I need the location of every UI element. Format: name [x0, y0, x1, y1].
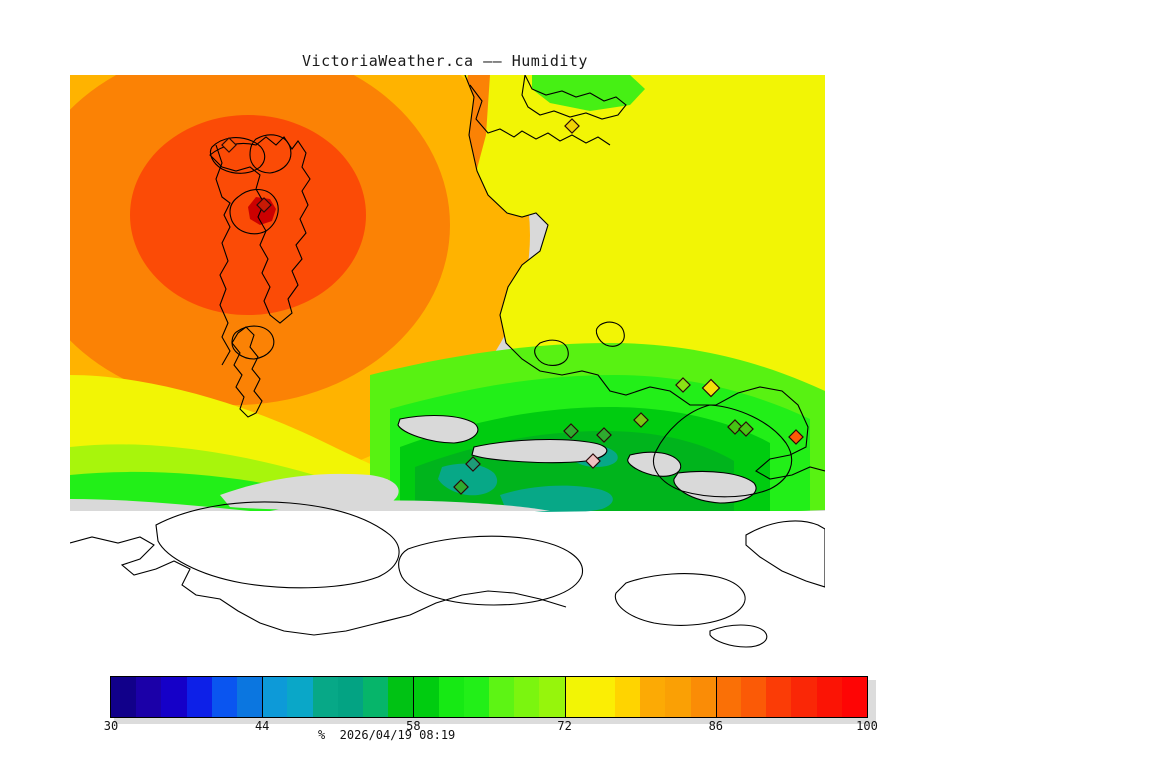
- colorbar-segment-23: [690, 677, 716, 717]
- island-lower-left: [155, 501, 400, 589]
- colorbar-segment-4: [211, 677, 238, 717]
- island-small-north: [534, 339, 569, 366]
- colorbar-label-44: 44: [254, 719, 270, 733]
- station-marker[interactable]: [788, 429, 804, 445]
- colorbar-segment-1: [136, 677, 162, 717]
- island-lower-mid: [398, 535, 584, 606]
- coastline-mainland-east: [464, 75, 825, 480]
- colorbar-segment-17: [539, 677, 565, 717]
- band-93-97: [130, 115, 366, 315]
- station-marker[interactable]: [738, 421, 754, 437]
- colorbar-segment-2: [161, 677, 187, 717]
- colorbar-segment-8: [312, 677, 338, 717]
- station-marker[interactable]: [465, 456, 481, 472]
- island-harbour: [627, 451, 682, 477]
- island-lower-tiny: [709, 624, 768, 648]
- colorbar-segment-18: [564, 677, 590, 717]
- station-marker[interactable]: [727, 419, 743, 435]
- coastline-northwest-strip: [215, 144, 231, 366]
- colorbar-segment-25: [741, 677, 767, 717]
- station-marker[interactable]: [564, 118, 580, 134]
- colorbar-segment-19: [589, 677, 616, 717]
- coastline-northwest-peninsula: [209, 136, 311, 324]
- island-nw-small: [209, 137, 266, 174]
- colorbar-segment-13: [438, 677, 464, 717]
- coastline-lower-far-right: [745, 520, 825, 588]
- station-marker[interactable]: [453, 479, 469, 495]
- page-title: VictoriaWeather.ca —— Humidity: [302, 52, 588, 70]
- colorbar-segment-16: [514, 677, 540, 717]
- southern-land-mask: [70, 415, 757, 511]
- band-58-62-pocket-west: [438, 463, 498, 496]
- coastline-south-lower: [70, 536, 567, 636]
- island-lower-right: [614, 573, 746, 626]
- colorbar-segment-5: [237, 677, 263, 717]
- colorbar-label-30: 30: [103, 719, 119, 733]
- colorbar-segment-27: [791, 677, 817, 717]
- colorbar-segment-9: [337, 677, 364, 717]
- no-data-area: [70, 511, 825, 655]
- colorbar-segment-22: [665, 677, 691, 717]
- station-marker[interactable]: [221, 137, 237, 153]
- colorbar-segment-11: [388, 677, 414, 717]
- humidity-contour-map: [70, 75, 825, 655]
- colorbar-segment-7: [287, 677, 313, 717]
- island-south-central: [471, 438, 608, 464]
- island-south-west: [397, 415, 479, 444]
- station-marker[interactable]: [596, 427, 612, 443]
- station-marker[interactable]: [675, 377, 691, 393]
- band-58-62-pocket-central: [500, 485, 613, 512]
- colorbar: 30 44 58 72 86 100: [104, 676, 878, 733]
- coastline-southeast-bulge: [653, 404, 793, 498]
- colorbar-segment-12: [413, 677, 439, 717]
- station-marker[interactable]: [633, 412, 649, 428]
- colorbar-segment-3: [186, 677, 212, 717]
- colorbar-segment-0: [111, 677, 137, 717]
- coastline-group: [70, 75, 825, 648]
- colorbar-label-100: 100: [856, 719, 878, 733]
- island-nw-upper: [249, 134, 292, 174]
- island-long-west-head: [231, 325, 275, 360]
- coastline-north-inlet: [469, 84, 611, 146]
- colorbar-segment-21: [640, 677, 666, 717]
- island-long-west: [231, 326, 263, 418]
- station-marker[interactable]: [701, 378, 721, 398]
- colorbar-segment-6: [262, 677, 288, 717]
- colorbar-segment-26: [766, 677, 792, 717]
- colorbar-segment-10: [363, 677, 389, 717]
- station-marker[interactable]: [563, 423, 579, 439]
- colorbar-label-72: 72: [557, 719, 572, 733]
- colorbar-segment-20: [615, 677, 641, 717]
- colorbar-label-86: 86: [708, 719, 724, 733]
- colorbar-segment-15: [489, 677, 515, 717]
- contour-fill-group: [70, 75, 825, 512]
- colorbar-segment-29: [841, 677, 868, 717]
- colorbar-gradient[interactable]: [110, 676, 868, 718]
- colorbar-label-58: 58: [406, 719, 421, 733]
- map-canvas[interactable]: [70, 75, 825, 655]
- colorbar-segment-14: [463, 677, 490, 717]
- colorbar-segment-28: [816, 677, 842, 717]
- colorbar-unit-and-timestamp: % 2026/04/19 08:19: [318, 728, 456, 742]
- station-marker[interactable]: [256, 197, 272, 213]
- coastline-north-fjord: [521, 75, 627, 120]
- station-marker-group: [221, 118, 804, 495]
- station-marker[interactable]: [585, 453, 601, 469]
- island-small-north2: [595, 321, 625, 347]
- colorbar-tick-labels: 30 44 58 72 86 100: [104, 719, 878, 737]
- colorbar-segment-24: [715, 677, 742, 717]
